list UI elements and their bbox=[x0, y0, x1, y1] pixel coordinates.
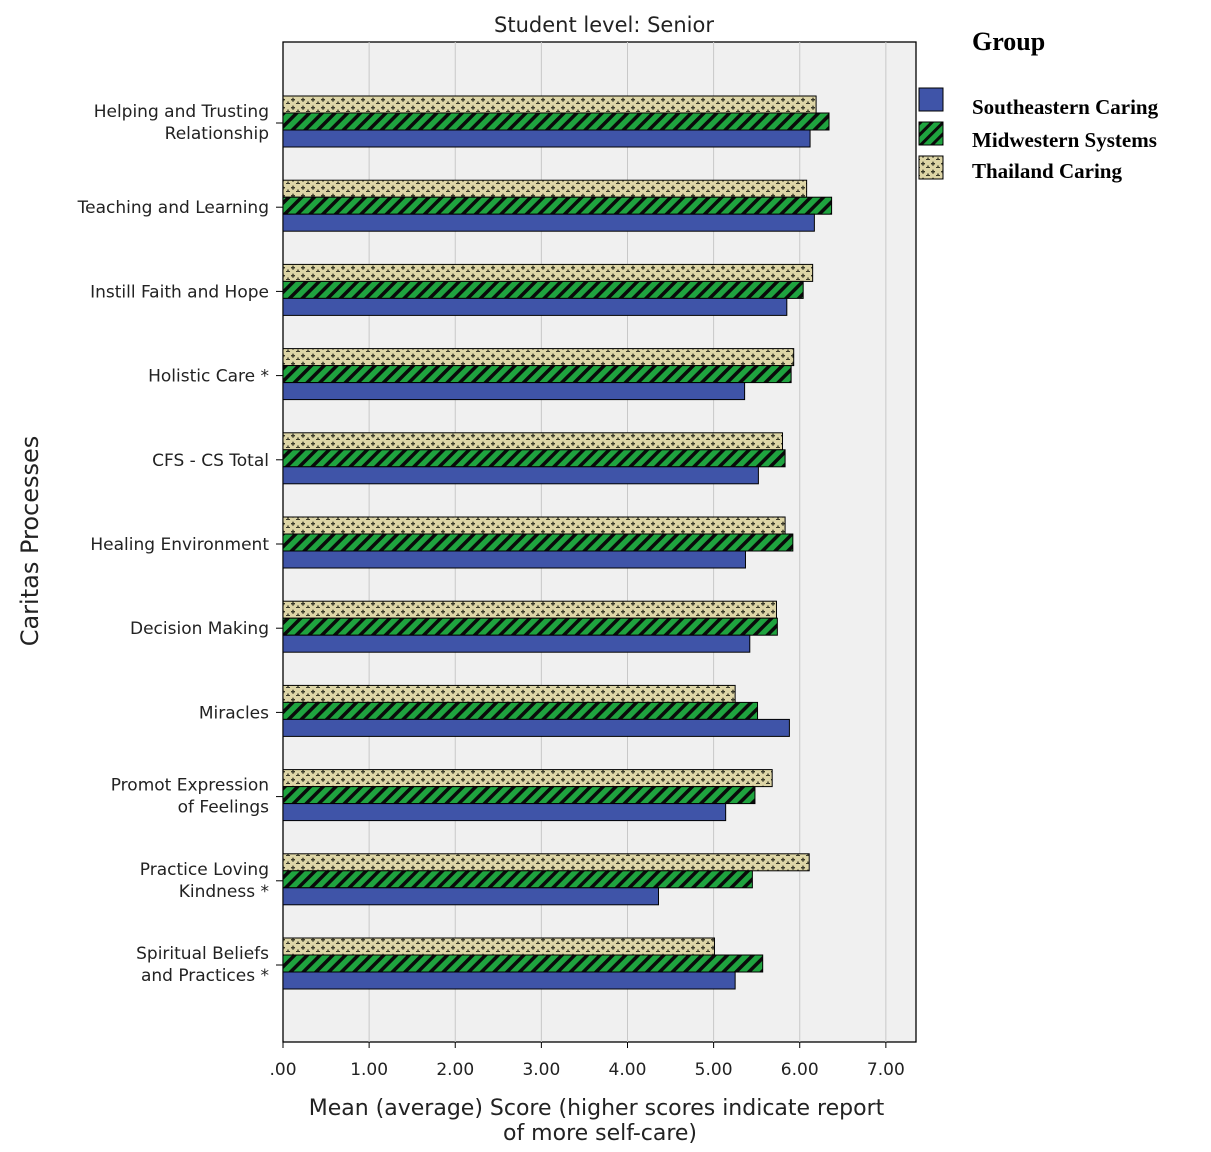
category-label: Holistic Care * bbox=[148, 367, 269, 387]
category-label: Decision Making bbox=[130, 619, 269, 639]
category-label: Spiritual Beliefs and Practices * bbox=[136, 944, 269, 986]
x-tick-label: 5.00 bbox=[695, 1060, 733, 1080]
bar-thailand-caring bbox=[282, 179, 808, 198]
x-tick-label: 3.00 bbox=[522, 1060, 560, 1080]
category-label: Practice Loving Kindness * bbox=[140, 860, 269, 902]
category-label-line: Miracles bbox=[199, 703, 269, 723]
bar-midwestern-systems bbox=[282, 870, 753, 889]
bar-southeastern-caring bbox=[282, 213, 815, 232]
bar-southeastern-caring bbox=[282, 129, 811, 148]
category-label-line: Spiritual Beliefs bbox=[136, 944, 269, 964]
bar-thailand-caring bbox=[282, 769, 773, 788]
category-label: CFS - CS Total bbox=[152, 451, 269, 471]
x-axis: .00 1.00 2.00 3.00 4.00 5.00 6.00 7.00 bbox=[269, 1042, 905, 1080]
bars bbox=[282, 95, 833, 990]
legend-label-midwestern: Midwestern Systems bbox=[972, 128, 1157, 152]
bar-thailand-caring bbox=[282, 348, 795, 367]
bar-midwestern-systems bbox=[282, 533, 794, 552]
bar-midwestern-systems bbox=[282, 449, 786, 468]
x-axis-title-line-1: Mean (average) Score (higher scores indi… bbox=[309, 1096, 885, 1121]
category-label: Healing Environment bbox=[90, 535, 269, 555]
bar-thailand-caring bbox=[282, 853, 810, 872]
category-label-line: Healing Environment bbox=[90, 535, 269, 555]
bar-midwestern-systems bbox=[282, 365, 792, 384]
bar-midwestern-systems bbox=[282, 954, 764, 973]
bar-southeastern-caring bbox=[282, 887, 659, 906]
bar-thailand-caring bbox=[282, 600, 777, 619]
category-label-line: Promot Expression bbox=[111, 776, 269, 796]
category-label: Helping and Trusting Relationship bbox=[94, 102, 269, 144]
bar-southeastern-caring bbox=[282, 971, 736, 990]
legend-label-southeastern: Southeastern Caring bbox=[972, 95, 1159, 119]
bar-southeastern-caring bbox=[282, 634, 751, 653]
category-label: Teaching and Learning bbox=[77, 198, 269, 218]
bar-southeastern-caring bbox=[282, 466, 759, 485]
x-tick-label: 2.00 bbox=[436, 1060, 474, 1080]
x-tick-label: 6.00 bbox=[781, 1060, 819, 1080]
category-label: Miracles bbox=[199, 703, 269, 723]
bar-thailand-caring bbox=[282, 263, 814, 282]
bar-southeastern-caring bbox=[282, 550, 746, 569]
bar-midwestern-systems bbox=[282, 701, 759, 720]
x-tick-label: 7.00 bbox=[867, 1060, 905, 1080]
category-label-line: and Practices * bbox=[141, 966, 269, 986]
category-label: Instill Faith and Hope bbox=[90, 282, 269, 302]
category-label: Promot Expression of Feelings bbox=[111, 776, 269, 818]
category-label-line: CFS - CS Total bbox=[152, 451, 269, 471]
category-label-line: of Feelings bbox=[178, 798, 270, 818]
category-label-line: Instill Faith and Hope bbox=[90, 282, 269, 302]
bar-thailand-caring bbox=[282, 937, 715, 956]
bar-southeastern-caring bbox=[282, 803, 727, 822]
bar-thailand-caring bbox=[282, 684, 736, 703]
legend-label-thailand: Thailand Caring bbox=[972, 159, 1122, 183]
bar-midwestern-systems bbox=[282, 196, 833, 215]
y-axis-title: Caritas Processes bbox=[16, 436, 44, 647]
legend-swatch-midwestern bbox=[918, 121, 944, 146]
bar-thailand-caring bbox=[282, 95, 817, 114]
x-tick-label: 4.00 bbox=[609, 1060, 647, 1080]
category-label-line: Practice Loving bbox=[140, 860, 269, 880]
category-label-line: Decision Making bbox=[130, 619, 269, 639]
bar-midwestern-systems bbox=[282, 617, 778, 636]
bar-southeastern-caring bbox=[282, 382, 746, 401]
bar-midwestern-systems bbox=[282, 280, 804, 299]
legend-swatch-thailand bbox=[918, 155, 944, 180]
x-tick-label: 1.00 bbox=[350, 1060, 388, 1080]
chart-title: Student level: Senior bbox=[494, 13, 714, 37]
legend-title: Group bbox=[972, 27, 1045, 56]
bar-midwestern-systems bbox=[282, 786, 756, 805]
x-axis-title: Mean (average) Score (higher scores indi… bbox=[309, 1096, 892, 1146]
bar-southeastern-caring bbox=[282, 718, 790, 737]
category-label-line: Relationship bbox=[165, 124, 269, 144]
x-tick-label: .00 bbox=[269, 1060, 296, 1080]
bar-southeastern-caring bbox=[282, 297, 788, 316]
category-label-line: Kindness * bbox=[179, 882, 269, 902]
category-label-line: Holistic Care * bbox=[148, 367, 269, 387]
y-axis: Helping and Trusting Relationship Teaching… bbox=[77, 102, 283, 986]
bar-thailand-caring bbox=[282, 516, 786, 535]
category-label-line: Teaching and Learning bbox=[77, 198, 269, 218]
bar-thailand-caring bbox=[282, 432, 784, 451]
legend: Group Southeastern Caring Midwestern Sys… bbox=[918, 27, 1159, 183]
bar-midwestern-systems bbox=[282, 112, 830, 131]
legend-swatch-southeastern bbox=[918, 87, 944, 112]
category-label-line: Helping and Trusting bbox=[94, 102, 269, 122]
x-axis-title-line-2: of more self-care) bbox=[503, 1121, 697, 1146]
